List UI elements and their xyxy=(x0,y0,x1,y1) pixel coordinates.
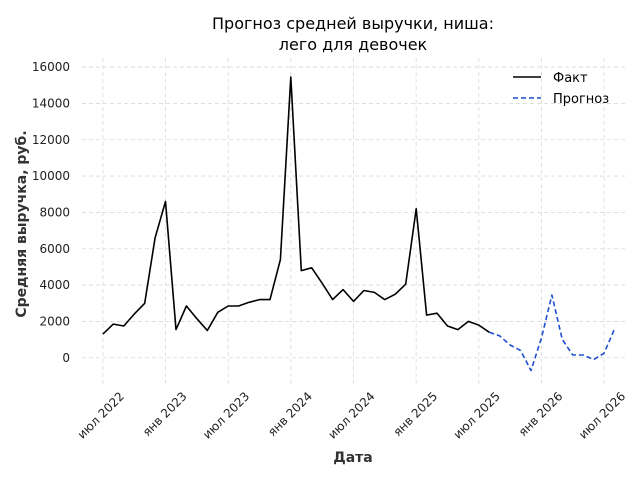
chart-title: Прогноз средней выручки, ниша: лего для … xyxy=(212,14,494,54)
y-axis-ticks: 0 2000 4000 6000 8000 10000 12000 14000 16000 xyxy=(32,60,70,365)
x-tick-label: июл 2024 xyxy=(325,389,377,441)
y-axis-label: Средняя выручка, руб. xyxy=(14,130,30,317)
y-tick-label: 8000 xyxy=(39,205,70,219)
x-tick-label: янв 2024 xyxy=(265,389,315,439)
x-tick-label: июл 2026 xyxy=(576,389,628,441)
series-lines xyxy=(102,76,616,372)
y-tick-label: 2000 xyxy=(39,314,70,328)
y-tick-label: 16000 xyxy=(32,60,70,74)
x-tick-label: янв 2023 xyxy=(140,389,190,439)
series-line-forecast xyxy=(489,294,616,372)
legend-label: Факт xyxy=(553,71,588,86)
series-line-fact xyxy=(102,76,490,335)
x-axis-label: Дата xyxy=(333,450,372,466)
x-tick-label: июл 2023 xyxy=(200,389,252,441)
x-tick-label: янв 2025 xyxy=(390,389,440,439)
x-axis-ticks: июл 2022 янв 2023 июл 2023 янв 2024 июл 2024… xyxy=(75,389,629,441)
y-tick-label: 0 xyxy=(62,351,70,365)
legend: Факт Прогноз xyxy=(513,71,609,107)
y-tick-label: 12000 xyxy=(32,133,70,147)
y-tick-label: 14000 xyxy=(32,96,70,110)
x-tick-label: июл 2022 xyxy=(75,389,127,441)
legend-label: Прогноз xyxy=(553,92,609,107)
grid xyxy=(82,58,625,385)
y-tick-label: 4000 xyxy=(39,278,70,292)
y-tick-label: 10000 xyxy=(32,169,70,183)
x-tick-label: янв 2026 xyxy=(516,389,566,439)
chart-title-line-1: Прогноз средней выручки, ниша: xyxy=(212,14,494,33)
x-tick-label: июл 2025 xyxy=(451,389,503,441)
chart-title-line-2: лего для девочек xyxy=(279,35,428,54)
y-tick-label: 6000 xyxy=(39,242,70,256)
